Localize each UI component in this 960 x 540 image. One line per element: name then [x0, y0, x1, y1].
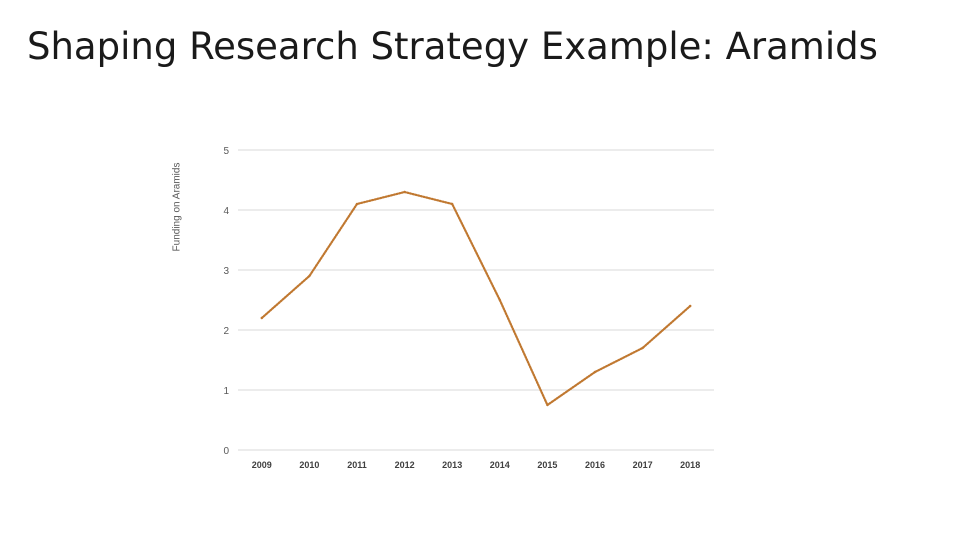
- data-point: [403, 190, 406, 194]
- y-tick-label: 0: [223, 446, 229, 457]
- series-layer: [260, 190, 692, 407]
- y-tick-label: 4: [223, 206, 229, 217]
- x-tick-label: 2016: [585, 460, 605, 470]
- data-point: [308, 274, 311, 278]
- x-tick-label: 2013: [442, 460, 462, 470]
- data-point: [260, 316, 263, 320]
- data-point: [451, 202, 454, 206]
- y-axis-ticks: 0 1 2 3 4 5: [223, 146, 229, 457]
- y-tick-label: 3: [223, 266, 229, 277]
- slide-title: Shaping Research Strategy Example: Arami…: [27, 25, 878, 68]
- x-tick-label: 2015: [537, 460, 557, 470]
- data-point: [689, 304, 692, 308]
- data-point: [593, 370, 597, 374]
- data-point: [498, 298, 501, 302]
- x-tick-label: 2014: [490, 460, 510, 470]
- y-tick-label: 1: [223, 386, 229, 397]
- series-line: [260, 190, 692, 407]
- gridlines: [238, 149, 714, 451]
- x-tick-label: 2018: [680, 460, 700, 470]
- data-point: [355, 202, 359, 206]
- x-tick-label: 2011: [347, 460, 367, 470]
- data-point: [641, 346, 644, 350]
- x-axis-ticks: 2009 2010 2011 2012 2013 2014 2015 2016 2017 2018: [252, 460, 700, 470]
- y-tick-label: 2: [223, 326, 229, 337]
- x-tick-label: 2010: [299, 460, 319, 470]
- data-point: [546, 403, 549, 407]
- x-tick-label: 2012: [395, 460, 415, 470]
- x-tick-label: 2009: [252, 460, 272, 470]
- x-tick-label: 2017: [633, 460, 653, 470]
- y-tick-label: 5: [223, 146, 229, 157]
